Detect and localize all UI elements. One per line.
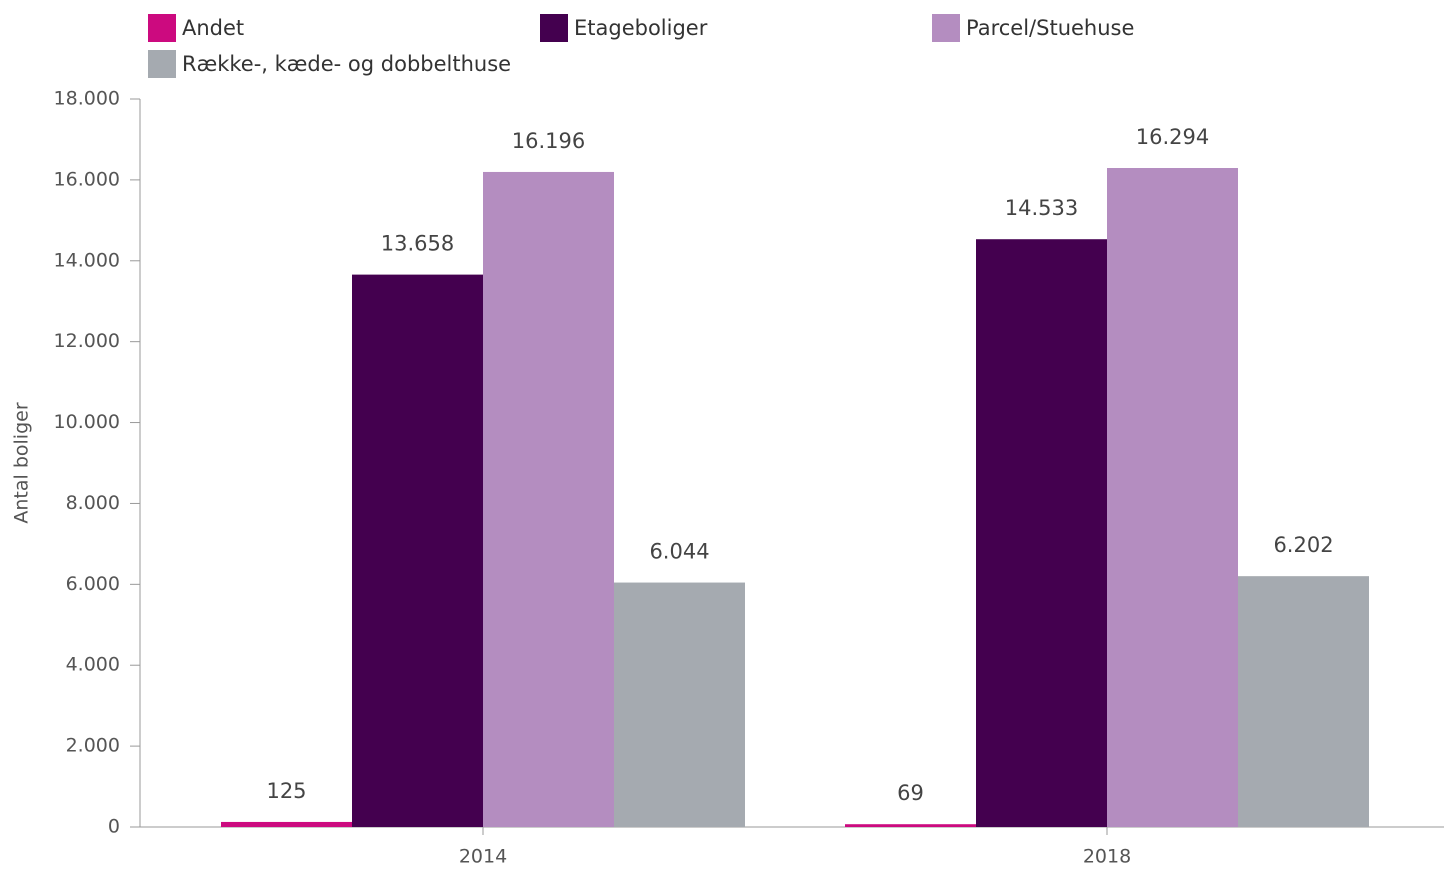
legend-label: Etageboliger xyxy=(574,16,708,40)
y-tick-label: 6.000 xyxy=(66,573,120,595)
y-tick-label: 18.000 xyxy=(54,88,120,110)
legend-label: Række-, kæde- og dobbelthuse xyxy=(182,52,511,76)
y-tick-label: 10.000 xyxy=(54,411,120,433)
legend-label: Parcel/Stuehuse xyxy=(966,16,1134,40)
bar xyxy=(976,239,1107,827)
data-label: 69 xyxy=(897,781,924,805)
legend-swatch xyxy=(148,50,176,78)
y-tick-label: 4.000 xyxy=(66,654,120,676)
bar xyxy=(1107,167,1238,827)
bar xyxy=(845,824,976,827)
x-tick-label: 2014 xyxy=(459,846,507,868)
bar xyxy=(1238,576,1369,827)
bar xyxy=(352,274,483,828)
x-tick-label: 2018 xyxy=(1083,846,1131,868)
bar xyxy=(483,171,614,827)
data-label: 125 xyxy=(266,779,306,803)
bar xyxy=(221,821,352,827)
data-label: 16.196 xyxy=(512,129,585,153)
y-tick-label: 14.000 xyxy=(54,249,120,271)
y-tick-label: 8.000 xyxy=(66,492,120,514)
y-tick-label: 16.000 xyxy=(54,168,120,190)
y-tick-label: 0 xyxy=(108,816,120,838)
y-tick-label: 2.000 xyxy=(66,735,120,757)
bar xyxy=(614,582,745,827)
y-tick-label: 12.000 xyxy=(54,330,120,352)
data-label: 6.202 xyxy=(1273,533,1333,557)
y-axis-label: Antal boliger xyxy=(11,402,33,523)
legend-label: Andet xyxy=(182,16,244,40)
data-label: 16.294 xyxy=(1136,125,1209,149)
data-label: 13.658 xyxy=(381,232,454,256)
legend-swatch xyxy=(148,14,176,42)
legend-swatch xyxy=(540,14,568,42)
data-label: 6.044 xyxy=(649,540,709,564)
data-label: 14.533 xyxy=(1005,196,1078,220)
legend-swatch xyxy=(932,14,960,42)
